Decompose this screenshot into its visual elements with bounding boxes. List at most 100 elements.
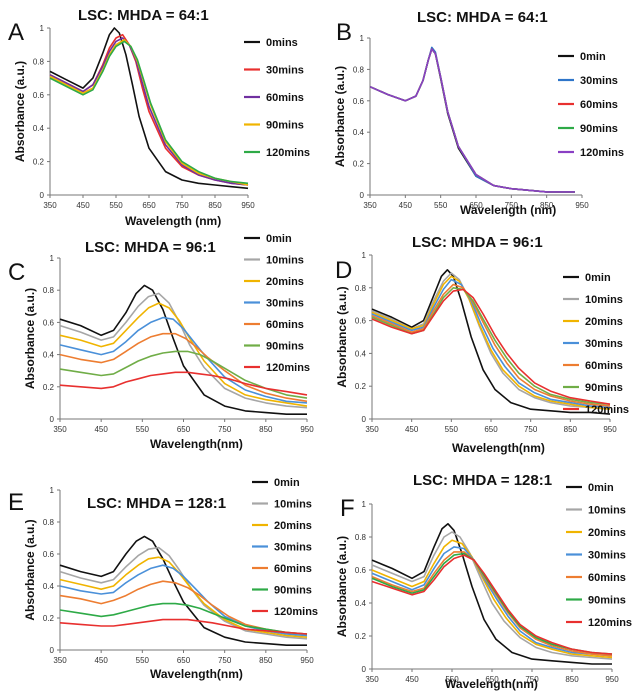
y-axis-label: Absorbance (a.u.) bbox=[23, 288, 37, 389]
x-axis-label: Wavelength (nm) bbox=[460, 203, 556, 217]
x-tick-label: 450 bbox=[405, 675, 419, 684]
x-tick-label: 950 bbox=[241, 201, 255, 210]
y-tick-label: 1 bbox=[40, 24, 45, 33]
legend-label: 90mins bbox=[580, 123, 618, 135]
x-tick-label: 750 bbox=[524, 425, 538, 434]
legend-label: 120mins bbox=[274, 606, 318, 618]
series-line-60mins bbox=[59, 332, 308, 403]
x-tick-label: 550 bbox=[109, 201, 123, 210]
x-tick-label: 450 bbox=[405, 425, 419, 434]
series-line-120mins bbox=[369, 48, 575, 193]
y-axis-label: Absorbance (a.u.) bbox=[333, 66, 347, 167]
legend-label: 30mins bbox=[585, 338, 623, 350]
legend-label: 0min bbox=[266, 233, 292, 245]
legend-label: 60mins bbox=[266, 319, 304, 331]
series-line-120mins bbox=[59, 618, 308, 635]
chart-title: LSC: MHDA = 64:1 bbox=[78, 7, 209, 24]
y-tick-label: 1 bbox=[360, 34, 365, 43]
y-tick-label: 0.6 bbox=[43, 550, 55, 559]
chart-title: LSC: MHDA = 96:1 bbox=[412, 234, 543, 251]
series-line-10mins bbox=[371, 272, 611, 410]
x-tick-label: 950 bbox=[300, 425, 314, 434]
x-tick-label: 450 bbox=[94, 656, 108, 665]
panel-letter: A bbox=[8, 19, 24, 46]
y-tick-label: 1 bbox=[362, 251, 367, 260]
y-axis-label: Absorbance (a.u.) bbox=[13, 61, 27, 162]
series-line-10mins bbox=[59, 292, 308, 409]
series-line-120mins bbox=[59, 371, 308, 396]
y-tick-label: 0.8 bbox=[43, 286, 55, 295]
legend-label: 0mins bbox=[266, 37, 298, 49]
y-tick-label: 0.6 bbox=[355, 317, 367, 326]
series-line-0min bbox=[371, 269, 611, 415]
x-tick-label: 350 bbox=[363, 201, 377, 210]
y-tick-label: 0.4 bbox=[43, 351, 55, 360]
chart-title: LSC: MHDA = 64:1 bbox=[417, 9, 548, 26]
x-tick-label: 650 bbox=[485, 675, 499, 684]
y-tick-label: 0.8 bbox=[43, 518, 55, 527]
legend-label: 10mins bbox=[588, 505, 626, 517]
x-tick-label: 650 bbox=[177, 425, 191, 434]
series-line-30mins bbox=[59, 316, 308, 404]
legend-label: 90mins bbox=[585, 382, 623, 394]
legend-label: 30mins bbox=[588, 550, 626, 562]
panel-c: C LSC: MHDA = 96:1 350 450 550 650 750 850 950 0 0… bbox=[8, 233, 314, 451]
legend-label: 30mins bbox=[580, 75, 618, 87]
x-axis-label: Wavelength (nm) bbox=[125, 214, 221, 228]
y-axis-label: Absorbance (a.u.) bbox=[335, 536, 349, 637]
y-tick-label: 0.8 bbox=[33, 57, 45, 66]
series-line-0mins bbox=[49, 27, 249, 190]
x-tick-label: 950 bbox=[300, 656, 314, 665]
x-tick-label: 950 bbox=[603, 425, 617, 434]
legend-label: 20mins bbox=[585, 316, 623, 328]
x-tick-label: 750 bbox=[505, 201, 519, 210]
panel-d: D LSC: MHDA = 96:1 350 450 550 650 750 850 950 0 0… bbox=[335, 234, 629, 455]
series-line-0min bbox=[59, 535, 307, 646]
legend-label: 120mins bbox=[588, 617, 632, 629]
y-tick-label: 0 bbox=[50, 646, 55, 655]
y-tick-label: 0.2 bbox=[355, 632, 367, 641]
x-tick-label: 550 bbox=[136, 656, 150, 665]
y-tick-label: 0.2 bbox=[353, 160, 365, 169]
legend-label: 60mins bbox=[580, 99, 618, 111]
series-line-30mins bbox=[371, 278, 611, 409]
series-line-30mins bbox=[49, 33, 249, 186]
panel-letter: E bbox=[8, 489, 24, 516]
series-line-60mins bbox=[371, 283, 611, 407]
legend-label: 0min bbox=[588, 482, 614, 494]
legend-label: 0min bbox=[580, 51, 606, 63]
y-tick-label: 0.4 bbox=[355, 599, 367, 608]
chart-title: LSC: MHDA = 96:1 bbox=[85, 239, 216, 256]
y-tick-label: 0.2 bbox=[33, 158, 45, 167]
series-line-120mins bbox=[371, 288, 611, 405]
x-tick-label: 350 bbox=[53, 425, 67, 434]
x-tick-label: 350 bbox=[365, 425, 379, 434]
x-tick-label: 950 bbox=[605, 675, 619, 684]
series-line-20mins bbox=[59, 302, 308, 407]
legend-label: 10mins bbox=[274, 499, 312, 511]
series-line-0min bbox=[59, 284, 307, 415]
legend-label: 30mins bbox=[266, 65, 304, 77]
legend-label: 90mins bbox=[266, 341, 304, 353]
y-tick-label: 0.8 bbox=[353, 65, 365, 74]
x-tick-label: 850 bbox=[259, 656, 273, 665]
series-line-90mins bbox=[59, 602, 308, 635]
chart-title: LSC: MHDA = 128:1 bbox=[413, 472, 552, 489]
series-line-20mins bbox=[371, 275, 611, 410]
legend-label: 120mins bbox=[585, 404, 629, 416]
series-line-60mins bbox=[59, 580, 308, 635]
legend-label: 0min bbox=[585, 272, 611, 284]
x-tick-label: 650 bbox=[177, 656, 191, 665]
x-tick-label: 850 bbox=[565, 675, 579, 684]
legend-label: 0min bbox=[274, 477, 300, 489]
y-tick-label: 0 bbox=[362, 665, 367, 674]
y-tick-label: 0.4 bbox=[355, 349, 367, 358]
y-tick-label: 0 bbox=[362, 415, 367, 424]
y-tick-label: 0.8 bbox=[355, 284, 367, 293]
x-tick-label: 550 bbox=[136, 425, 150, 434]
legend-label: 60mins bbox=[274, 563, 312, 575]
series-line-120mins bbox=[371, 554, 613, 655]
legend-label: 120mins bbox=[580, 147, 624, 159]
legend-label: 10mins bbox=[585, 294, 623, 306]
